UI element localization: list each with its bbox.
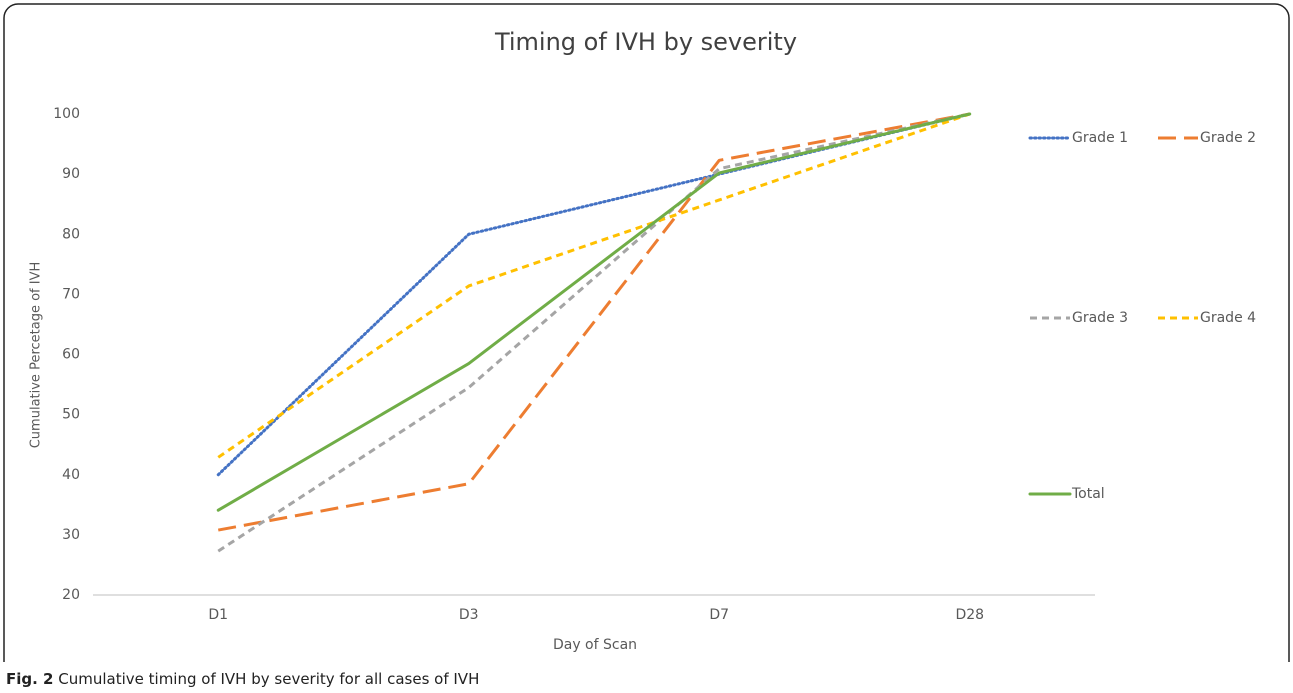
y-axis-label: Cumulative Percetage of IVH bbox=[29, 262, 44, 449]
y-tick-label: 70 bbox=[62, 286, 80, 302]
y-tick-label: 60 bbox=[62, 347, 80, 363]
series-line bbox=[216, 112, 972, 512]
legend-label: Grade 3 bbox=[1072, 310, 1128, 326]
y-tick-label: 90 bbox=[62, 166, 80, 182]
chart-title: Timing of IVH by severity bbox=[494, 28, 797, 56]
legend-label: Grade 2 bbox=[1200, 130, 1256, 146]
series-line bbox=[217, 112, 971, 553]
x-tick-label: D28 bbox=[955, 607, 984, 623]
y-tick-label: 100 bbox=[53, 106, 80, 122]
y-tick-label: 50 bbox=[62, 407, 80, 423]
y-tick-label: 80 bbox=[62, 226, 80, 242]
series-line bbox=[216, 112, 972, 477]
caption: Fig. 2 Cumulative timing of IVH by sever… bbox=[6, 670, 479, 688]
y-tick-label: 40 bbox=[62, 467, 80, 483]
x-axis-label: Day of Scan bbox=[553, 637, 637, 653]
legend-label: Total bbox=[1071, 486, 1105, 502]
frame bbox=[3, 3, 1290, 693]
legend-label: Grade 1 bbox=[1072, 130, 1128, 146]
caption-bg bbox=[0, 662, 1293, 693]
y-tick-label: 30 bbox=[62, 527, 80, 543]
x-tick-label: D7 bbox=[709, 607, 729, 623]
caption-text: Cumulative timing of IVH by severity for… bbox=[58, 670, 479, 688]
series-line bbox=[217, 112, 971, 532]
series-line bbox=[217, 112, 971, 459]
y-tick-label: 20 bbox=[62, 587, 80, 603]
x-tick-label: D3 bbox=[459, 607, 479, 623]
legend-label: Grade 4 bbox=[1200, 310, 1256, 326]
x-tick-label: D1 bbox=[208, 607, 228, 623]
caption-label: Fig. 2 bbox=[6, 670, 53, 688]
